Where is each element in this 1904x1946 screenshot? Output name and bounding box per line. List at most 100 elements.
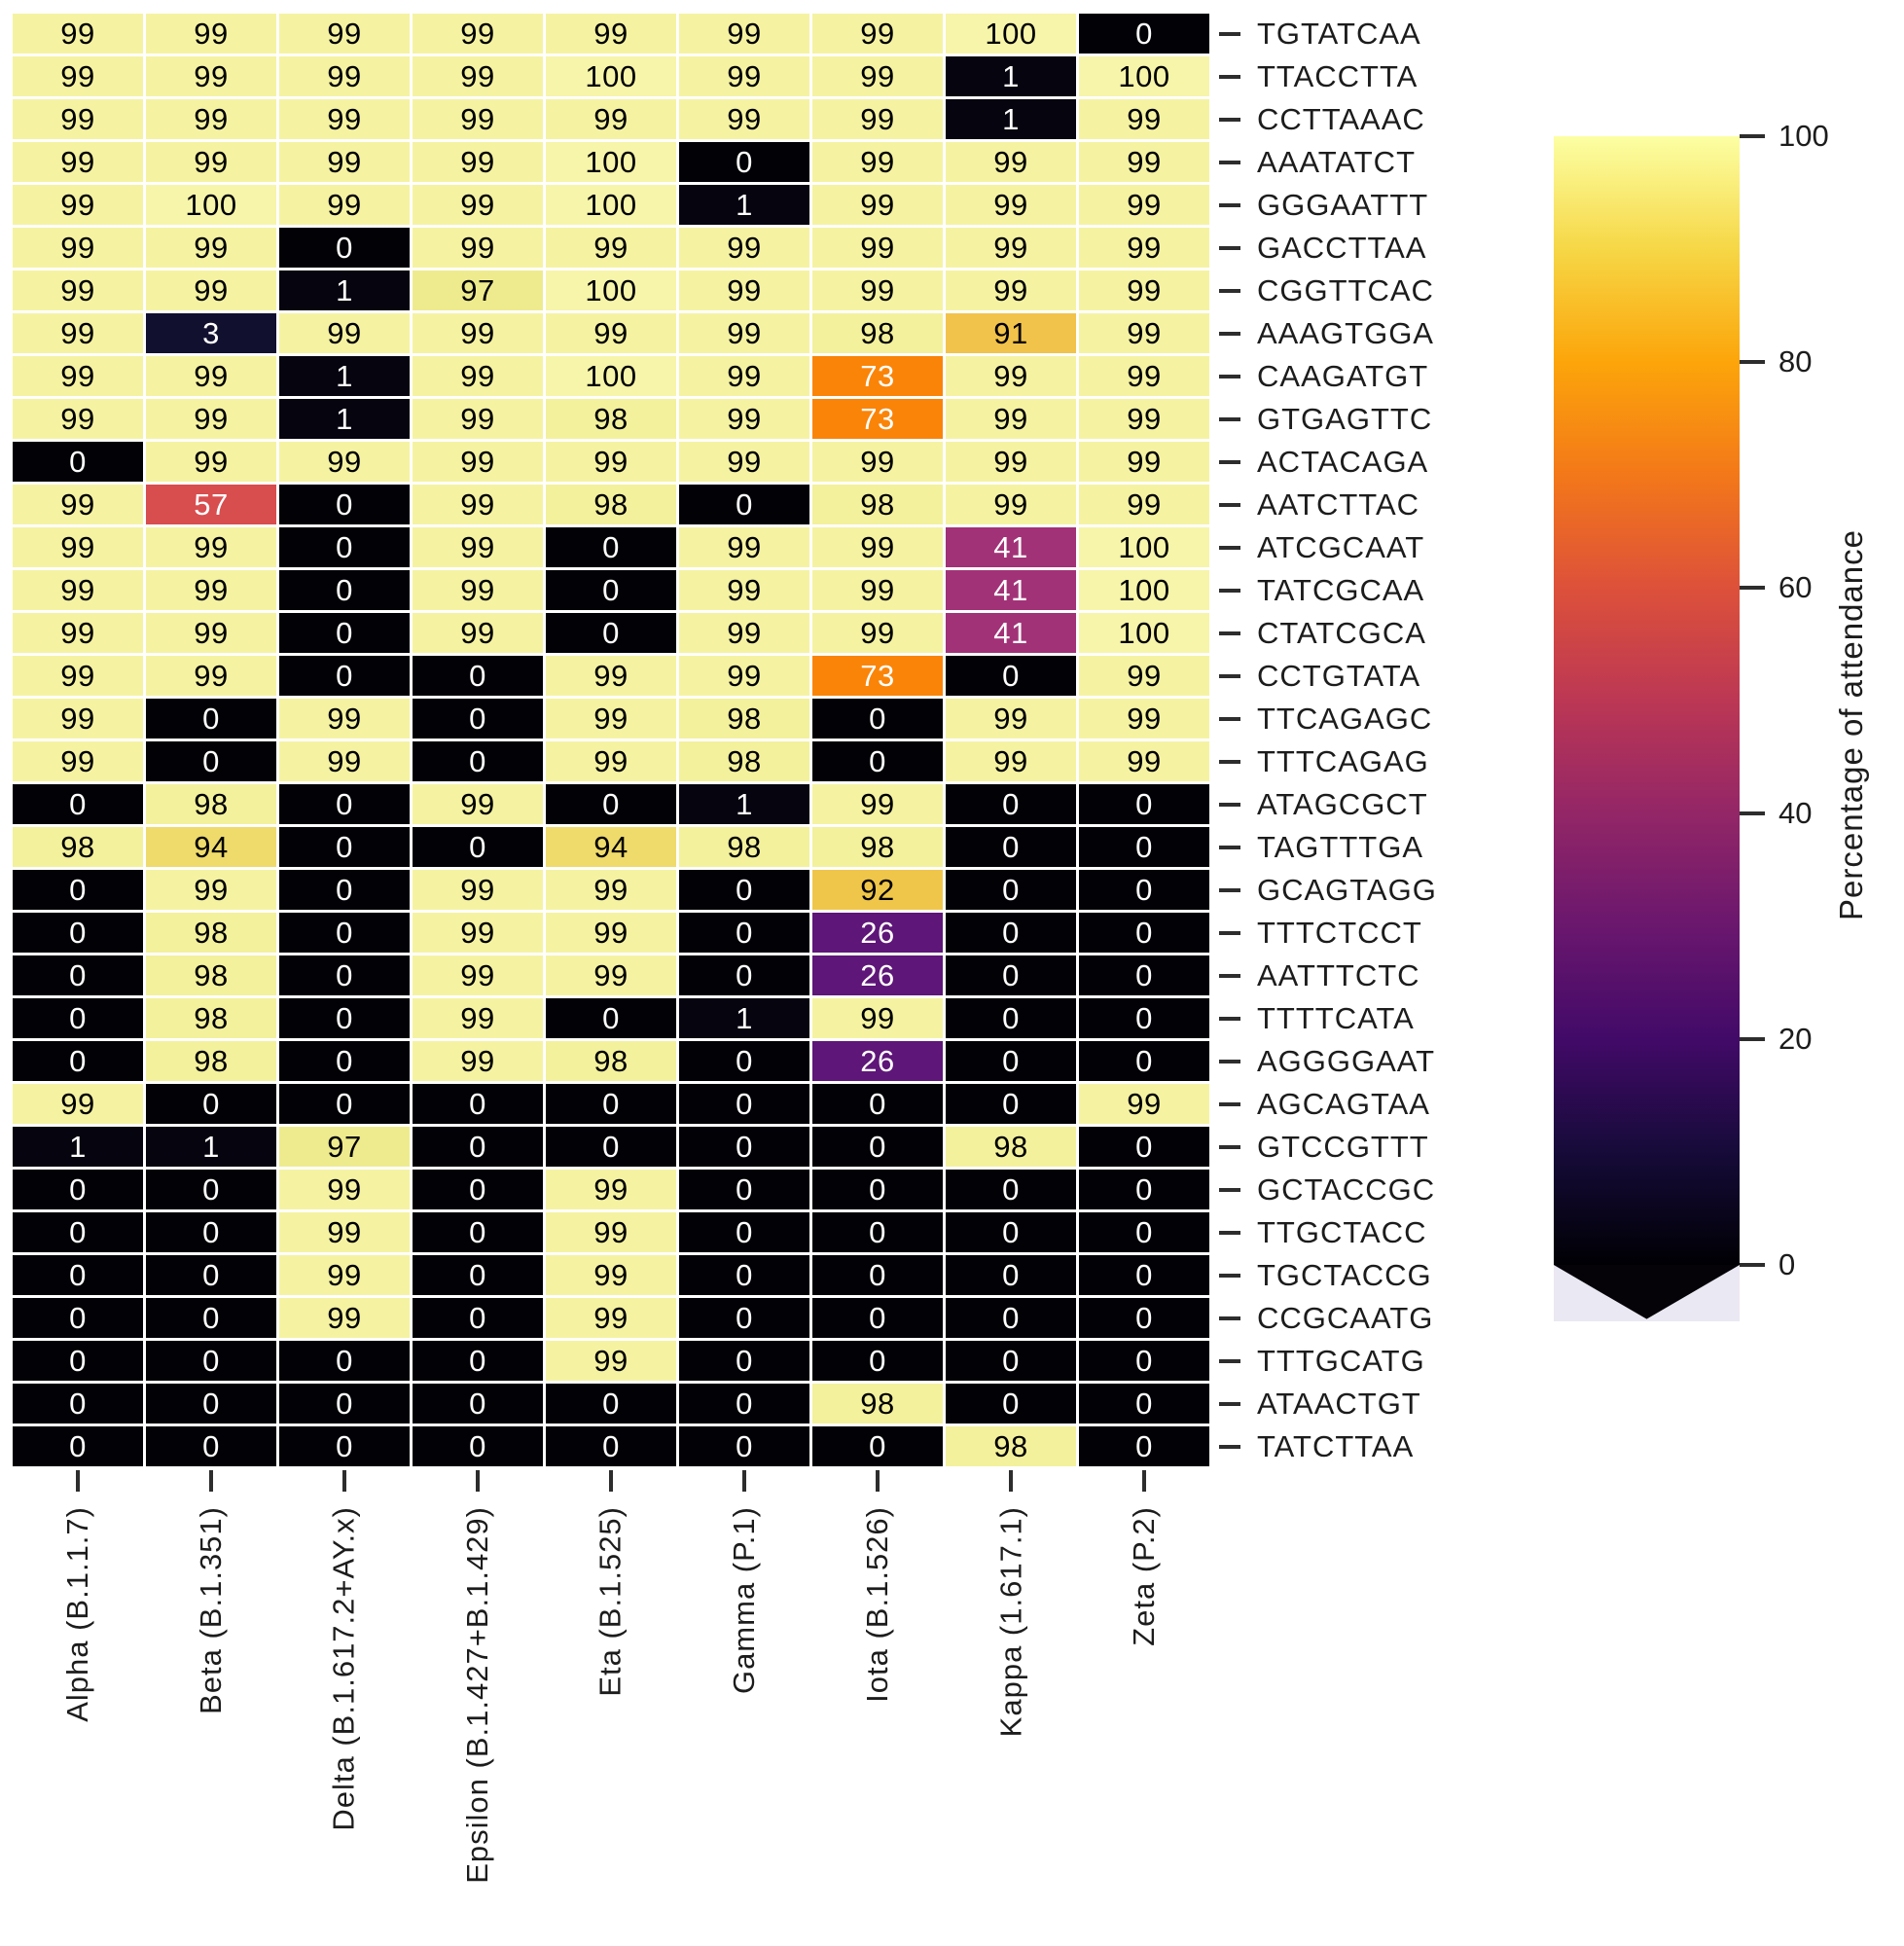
- heatmap-cell: 99: [812, 527, 943, 567]
- heatmap-cell: 99: [13, 527, 143, 567]
- sequence-row-label: AAATATCT: [1257, 144, 1416, 179]
- x-tick-mark: [342, 1470, 346, 1492]
- heatmap-cell: 0: [13, 1041, 143, 1081]
- colorbar-tick-mark: [1740, 1037, 1765, 1041]
- heatmap-cell: 99: [13, 142, 143, 182]
- heatmap-cell: 99: [279, 142, 410, 182]
- heatmap-cell: 99: [13, 485, 143, 524]
- heatmap-cell: 99: [679, 527, 809, 567]
- heatmap-cell: 0: [13, 1170, 143, 1209]
- y-tick-mark: [1219, 1358, 1240, 1363]
- heatmap-cell: 99: [279, 14, 410, 54]
- heatmap-cell: 0: [812, 1298, 943, 1338]
- heatmap-cell: 98: [679, 741, 809, 781]
- heatmap-cell: 99: [1079, 270, 1209, 310]
- heatmap-cell: 0: [13, 784, 143, 824]
- heatmap-cell: 99: [546, 1212, 676, 1252]
- heatmap-cell: 99: [279, 442, 410, 482]
- sequence-row-label: GCTACCGC: [1257, 1171, 1436, 1207]
- heatmap-cell: 0: [1079, 1298, 1209, 1338]
- heatmap-cell: 0: [812, 699, 943, 739]
- heatmap-cell: 0: [946, 913, 1076, 953]
- heatmap-cell: 99: [946, 228, 1076, 268]
- heatmap-cell: 0: [279, 827, 410, 867]
- heatmap-cell: 99: [1079, 399, 1209, 439]
- heatmap-cell: 0: [13, 1255, 143, 1295]
- heatmap-cell: 99: [279, 699, 410, 739]
- sequence-row-label: GACCTTAA: [1257, 230, 1427, 265]
- sequence-row-label: ATCGCAAT: [1257, 529, 1425, 564]
- heatmap-cell: 99: [812, 185, 943, 225]
- y-tick-mark: [1219, 845, 1240, 849]
- heatmap-cell: 99: [812, 442, 943, 482]
- heatmap-cell: 99: [279, 1170, 410, 1209]
- heatmap-cell: 0: [946, 656, 1076, 696]
- colorbar-tick-label: 100: [1778, 119, 1829, 153]
- sequence-row-label: CCTGTATA: [1257, 658, 1421, 693]
- y-tick-mark: [1219, 1059, 1240, 1063]
- heatmap-cell: 99: [13, 699, 143, 739]
- heatmap-cell: 99: [13, 1084, 143, 1124]
- heatmap-cell: 99: [679, 56, 809, 96]
- sequence-row-label: GTGAGTTC: [1257, 401, 1433, 436]
- heatmap-cell: 99: [13, 56, 143, 96]
- y-tick-mark: [1219, 502, 1240, 507]
- heatmap-cell: 99: [13, 570, 143, 610]
- y-tick-mark: [1219, 887, 1240, 892]
- heatmap-cell: 1: [679, 784, 809, 824]
- heatmap-cell: 0: [1079, 998, 1209, 1038]
- heatmap-cell: 98: [546, 485, 676, 524]
- heatmap-cell: 99: [279, 99, 410, 139]
- heatmap-cell: 0: [546, 784, 676, 824]
- heatmap-cell: 99: [1079, 656, 1209, 696]
- sequence-row-label: AGGGGAAT: [1257, 1043, 1436, 1078]
- heatmap-cell: 0: [13, 998, 143, 1038]
- heatmap-cell: 99: [679, 613, 809, 653]
- heatmap-cell: 0: [1079, 1127, 1209, 1167]
- heatmap-cell: 0: [13, 870, 143, 910]
- heatmap-cell: 99: [1079, 741, 1209, 781]
- y-tick-mark: [1219, 588, 1240, 593]
- sequence-row-label: CCTTAAAC: [1257, 101, 1425, 136]
- heatmap-cell: 100: [546, 270, 676, 310]
- heatmap-cell: 73: [812, 656, 943, 696]
- heatmap-cell: 99: [812, 228, 943, 268]
- heatmap-cell: 0: [679, 142, 809, 182]
- sequence-row-label: TTTTCATA: [1257, 1000, 1415, 1035]
- heatmap-cell: 1: [946, 56, 1076, 96]
- heatmap-cell: 99: [413, 313, 543, 353]
- sequence-row-label: TTTGCATG: [1257, 1343, 1425, 1378]
- colorbar-tick-mark: [1740, 134, 1765, 138]
- heatmap-cell: 100: [546, 356, 676, 396]
- heatmap-cell: 0: [413, 699, 543, 739]
- heatmap-cell: 0: [279, 955, 410, 995]
- heatmap-cell: 0: [679, 913, 809, 953]
- heatmap-cell: 99: [1079, 313, 1209, 353]
- heatmap-cell: 99: [413, 955, 543, 995]
- heatmap-cell: 0: [413, 1255, 543, 1295]
- heatmap-cell: 99: [946, 142, 1076, 182]
- heatmap-cell: 99: [146, 399, 276, 439]
- heatmap-cell: 99: [146, 356, 276, 396]
- colorbar-tick-mark: [1740, 586, 1765, 590]
- colorbar-tick-mark: [1740, 360, 1765, 364]
- heatmap-cell: 98: [812, 1384, 943, 1423]
- heatmap-cell: 57: [146, 485, 276, 524]
- heatmap-cell: 0: [946, 1212, 1076, 1252]
- heatmap-cell: 99: [413, 784, 543, 824]
- heatmap-cell: 0: [679, 1212, 809, 1252]
- heatmap-cell: 0: [812, 1341, 943, 1381]
- y-tick-mark: [1219, 74, 1240, 79]
- heatmap-cell: 0: [279, 527, 410, 567]
- heatmap-cell: 0: [146, 1341, 276, 1381]
- heatmap-cell: 0: [812, 1084, 943, 1124]
- sequence-row-label: TATCTTAA: [1257, 1428, 1415, 1463]
- heatmap-cell: 99: [413, 527, 543, 567]
- heatmap-cell: 0: [146, 1384, 276, 1423]
- heatmap-cell: 92: [812, 870, 943, 910]
- heatmap-cell: 98: [812, 313, 943, 353]
- heatmap-cell: 99: [812, 784, 943, 824]
- y-tick-mark: [1219, 1444, 1240, 1449]
- heatmap-cell: 0: [1079, 1041, 1209, 1081]
- heatmap-cell: 99: [546, 442, 676, 482]
